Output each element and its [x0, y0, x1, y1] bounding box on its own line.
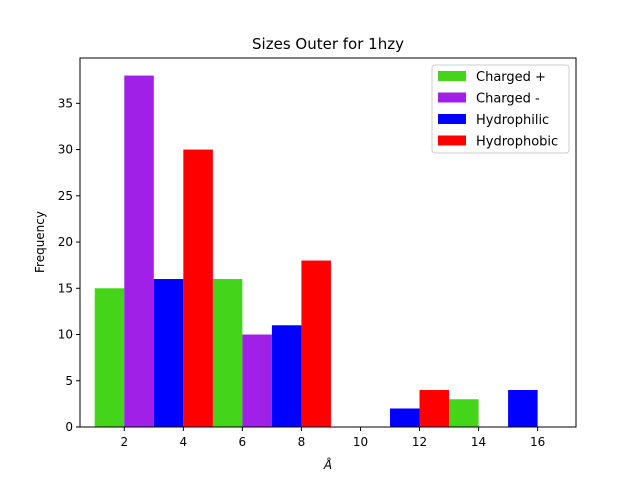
- x-tick-label: 12: [412, 435, 427, 449]
- y-tick-label: 35: [58, 96, 73, 110]
- x-tick-label: 10: [353, 435, 368, 449]
- bar-charged--bin-4: [449, 399, 479, 427]
- y-axis-ticks: 0 5 10 15 20 25 30 35: [58, 96, 80, 434]
- bar-charged--bin-1: [124, 75, 154, 428]
- bar-hydrophobic-bin-2: [301, 260, 331, 427]
- bar-hydrophilic-bin-1: [153, 279, 184, 427]
- bar-charged--bin-1: [94, 288, 125, 427]
- legend: Charged + Charged - Hydrophilic Hydrophobic: [431, 64, 570, 154]
- x-axis-ticks: 2 4 6 8 10 12 14 16: [120, 427, 545, 449]
- legend-swatch: [438, 92, 466, 103]
- legend-swatch: [438, 135, 466, 146]
- legend-entry-label: Hydrophilic: [476, 113, 549, 128]
- legend-box: [431, 64, 570, 154]
- x-tick-label: 16: [530, 435, 545, 449]
- bar-charged--bin-2: [242, 334, 272, 427]
- legend-swatch: [438, 114, 466, 124]
- x-tick-label: 6: [239, 435, 247, 449]
- bar-hydrophobic-bin-3: [419, 390, 450, 427]
- y-tick-label: 15: [58, 281, 73, 295]
- y-tick-label: 5: [65, 374, 73, 388]
- x-tick-label: 4: [180, 435, 188, 449]
- bar-charged--bin-2: [212, 279, 243, 427]
- bar-hydrophobic-bin-1: [183, 149, 213, 427]
- bar-hydrophilic-bin-4: [508, 390, 538, 427]
- legend-entry-label: Hydrophobic: [476, 135, 558, 150]
- y-tick-label: 25: [58, 189, 73, 203]
- y-tick-label: 30: [58, 143, 73, 157]
- legend-swatch: [438, 71, 466, 81]
- x-tick-label: 8: [298, 435, 306, 449]
- bar-hydrophilic-bin-2: [271, 325, 302, 427]
- y-tick-label: 0: [65, 420, 73, 434]
- legend-entry-label: Charged -: [476, 92, 540, 107]
- legend-entry-label: Charged +: [476, 70, 546, 85]
- y-axis-label: Frequency: [33, 211, 47, 273]
- x-tick-label: 14: [471, 435, 486, 449]
- y-tick-label: 20: [58, 235, 73, 249]
- y-tick-label: 10: [58, 328, 73, 342]
- bars-group: [94, 75, 538, 428]
- bar-hydrophilic-bin-3: [390, 408, 420, 427]
- x-tick-label: 2: [120, 435, 128, 449]
- chart-title: Sizes Outer for 1hzy: [252, 35, 404, 53]
- x-axis-label: Å: [323, 457, 332, 472]
